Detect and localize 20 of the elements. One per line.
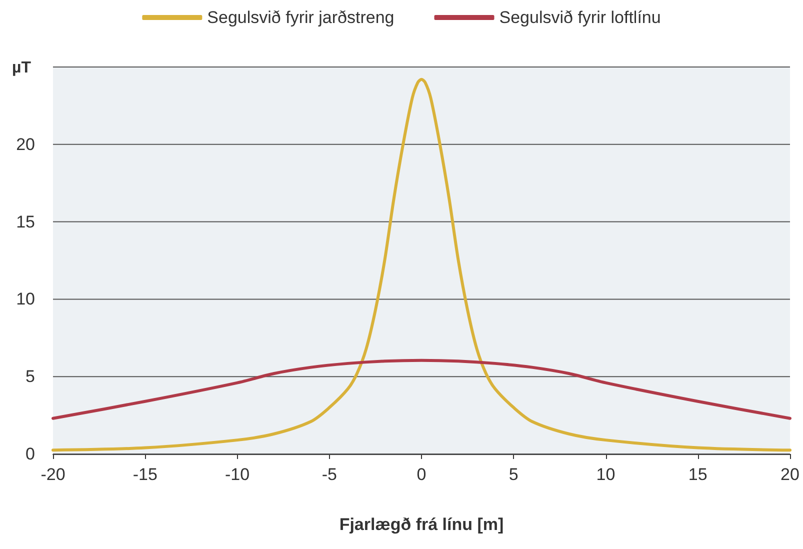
x-tick-label: 20 xyxy=(780,465,800,484)
x-tick-label: 10 xyxy=(596,465,616,484)
x-tick-label: 5 xyxy=(508,465,518,484)
y-tick-label: 10 xyxy=(16,290,35,309)
x-tick-label: -15 xyxy=(132,465,158,484)
legend-label: Segulsvið fyrir jarðstreng xyxy=(207,8,394,27)
x-tick-label: 0 xyxy=(416,465,426,484)
y-tick-label: 15 xyxy=(16,212,35,232)
line-series xyxy=(52,78,792,452)
x-tick-label: -20 xyxy=(40,465,66,484)
x-tick-label: -5 xyxy=(322,465,337,484)
y-tick-label: 20 xyxy=(16,134,35,154)
y-tick-label: 0 xyxy=(26,444,35,464)
x-axis-title: Fjarlægð frá línu [m] xyxy=(339,515,504,534)
legend-label: Segulsvið fyrir loftlínu xyxy=(499,8,661,27)
line-series xyxy=(52,358,792,420)
x-tick-label: -10 xyxy=(224,465,250,484)
x-tick-label: 15 xyxy=(688,465,708,484)
y-axis-title: µT xyxy=(12,60,32,76)
y-tick-label: 5 xyxy=(26,367,35,386)
